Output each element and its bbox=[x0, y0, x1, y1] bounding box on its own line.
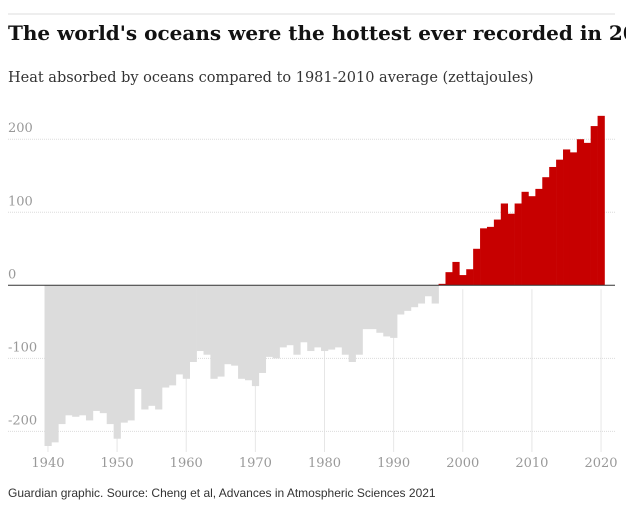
y-tick-label: -100 bbox=[8, 340, 37, 355]
bar bbox=[362, 285, 370, 330]
bar bbox=[314, 285, 322, 348]
bar bbox=[549, 166, 557, 286]
bar bbox=[265, 285, 273, 357]
bar bbox=[65, 285, 73, 416]
bar bbox=[528, 196, 536, 286]
bar bbox=[210, 285, 218, 379]
bar bbox=[162, 285, 170, 388]
bar bbox=[99, 285, 108, 414]
bar bbox=[238, 285, 246, 379]
bar bbox=[286, 285, 294, 346]
y-tick-label: 200 bbox=[8, 121, 33, 136]
bar bbox=[445, 272, 453, 286]
bar bbox=[341, 285, 349, 355]
bar bbox=[244, 285, 253, 381]
bar bbox=[521, 191, 529, 286]
bar bbox=[452, 261, 460, 286]
x-tick-label: 1970 bbox=[239, 456, 272, 471]
bar bbox=[397, 285, 405, 315]
bar bbox=[493, 219, 502, 286]
bar bbox=[272, 285, 280, 359]
y-tick-label: 100 bbox=[8, 194, 33, 209]
bar bbox=[486, 226, 495, 286]
bar bbox=[348, 285, 356, 362]
x-tick-label: 1980 bbox=[308, 456, 341, 471]
bar bbox=[390, 285, 398, 338]
bar bbox=[424, 285, 432, 297]
bar bbox=[44, 285, 52, 446]
bar bbox=[120, 285, 128, 423]
bar bbox=[72, 285, 80, 417]
bar bbox=[576, 139, 585, 286]
bar bbox=[224, 285, 232, 365]
bar bbox=[113, 285, 121, 439]
bar bbox=[417, 285, 426, 304]
bar bbox=[431, 285, 439, 304]
bar bbox=[563, 149, 571, 286]
source-note: Guardian graphic. Source: Cheng et al, A… bbox=[8, 486, 436, 500]
bar bbox=[507, 213, 515, 286]
bar bbox=[535, 188, 543, 286]
bar bbox=[307, 285, 315, 352]
bar bbox=[597, 115, 605, 286]
bar bbox=[127, 285, 135, 421]
bar bbox=[279, 285, 287, 348]
bar bbox=[196, 285, 204, 352]
bar bbox=[466, 269, 474, 286]
bar bbox=[134, 285, 142, 390]
bar bbox=[514, 203, 522, 286]
bar bbox=[231, 285, 239, 366]
x-tick-label: 1950 bbox=[101, 456, 134, 471]
x-tick-label: 2010 bbox=[515, 456, 548, 471]
bar bbox=[376, 285, 384, 333]
bar bbox=[334, 285, 343, 348]
y-tick-label: 0 bbox=[8, 267, 16, 282]
bar bbox=[383, 285, 391, 337]
bar bbox=[300, 285, 308, 343]
bar bbox=[58, 285, 66, 425]
chart-subtitle: Heat absorbed by oceans compared to 1981… bbox=[8, 70, 534, 86]
bar bbox=[583, 142, 591, 286]
bar bbox=[410, 285, 419, 308]
bar bbox=[106, 285, 114, 425]
bar bbox=[189, 285, 197, 362]
bar bbox=[51, 285, 59, 443]
bar bbox=[500, 203, 509, 286]
bar bbox=[175, 285, 184, 375]
bar bbox=[168, 285, 177, 386]
bar bbox=[148, 285, 156, 406]
bar bbox=[556, 159, 564, 286]
bar bbox=[327, 285, 336, 350]
bar bbox=[438, 283, 446, 286]
bar bbox=[203, 285, 211, 355]
x-tick-label: 2000 bbox=[446, 456, 479, 471]
bar bbox=[293, 285, 301, 355]
y-tick-label: -200 bbox=[8, 413, 37, 428]
bar bbox=[79, 285, 87, 416]
bar bbox=[85, 285, 94, 421]
bar bbox=[182, 285, 190, 379]
x-tick-label: 1940 bbox=[31, 456, 64, 471]
bar bbox=[217, 285, 225, 377]
bar bbox=[141, 285, 149, 410]
bar bbox=[569, 152, 578, 286]
bar bbox=[473, 248, 481, 286]
x-tick-label: 1960 bbox=[170, 456, 203, 471]
bar bbox=[369, 285, 377, 330]
bar bbox=[355, 285, 363, 355]
bar bbox=[258, 285, 267, 373]
chart-title: The world's oceans were the hottest ever… bbox=[8, 21, 626, 45]
bar bbox=[480, 228, 488, 286]
x-tick-label: 1990 bbox=[377, 456, 410, 471]
bar bbox=[590, 126, 598, 286]
bar bbox=[321, 285, 329, 352]
bar bbox=[155, 285, 163, 410]
bar bbox=[459, 275, 467, 286]
x-tick-label: 2020 bbox=[584, 456, 617, 471]
bar bbox=[251, 285, 260, 387]
bar bbox=[542, 177, 550, 286]
bar bbox=[92, 285, 101, 411]
bar bbox=[404, 285, 412, 311]
